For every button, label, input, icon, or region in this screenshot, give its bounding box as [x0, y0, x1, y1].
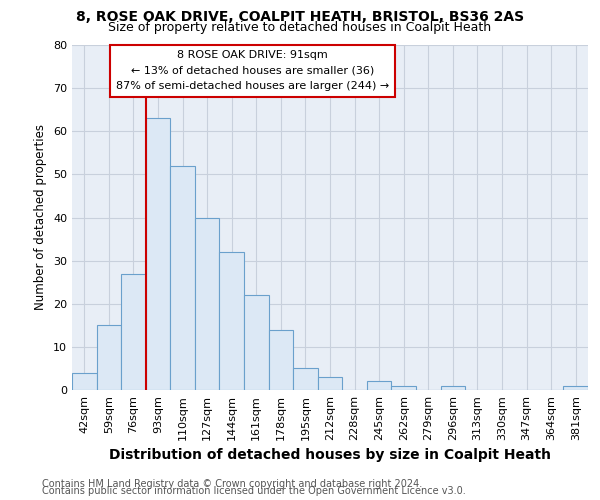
Text: Distribution of detached houses by size in Coalpit Heath: Distribution of detached houses by size …: [109, 448, 551, 462]
Text: 8 ROSE OAK DRIVE: 91sqm
← 13% of detached houses are smaller (36)
87% of semi-de: 8 ROSE OAK DRIVE: 91sqm ← 13% of detache…: [116, 50, 389, 92]
Bar: [220, 252, 244, 390]
Bar: [440, 386, 465, 390]
Bar: [269, 330, 293, 390]
Bar: [391, 386, 416, 390]
Bar: [72, 373, 97, 390]
Bar: [97, 326, 121, 390]
Y-axis label: Number of detached properties: Number of detached properties: [34, 124, 47, 310]
Bar: [170, 166, 195, 390]
Bar: [195, 218, 220, 390]
Bar: [318, 377, 342, 390]
Bar: [563, 386, 588, 390]
Text: 8, ROSE OAK DRIVE, COALPIT HEATH, BRISTOL, BS36 2AS: 8, ROSE OAK DRIVE, COALPIT HEATH, BRISTO…: [76, 10, 524, 24]
Bar: [293, 368, 318, 390]
Bar: [244, 295, 269, 390]
Bar: [121, 274, 146, 390]
Text: Contains HM Land Registry data © Crown copyright and database right 2024.: Contains HM Land Registry data © Crown c…: [42, 479, 422, 489]
Text: Size of property relative to detached houses in Coalpit Heath: Size of property relative to detached ho…: [109, 21, 491, 34]
Bar: [367, 382, 391, 390]
Bar: [146, 118, 170, 390]
Text: Contains public sector information licensed under the Open Government Licence v3: Contains public sector information licen…: [42, 486, 466, 496]
